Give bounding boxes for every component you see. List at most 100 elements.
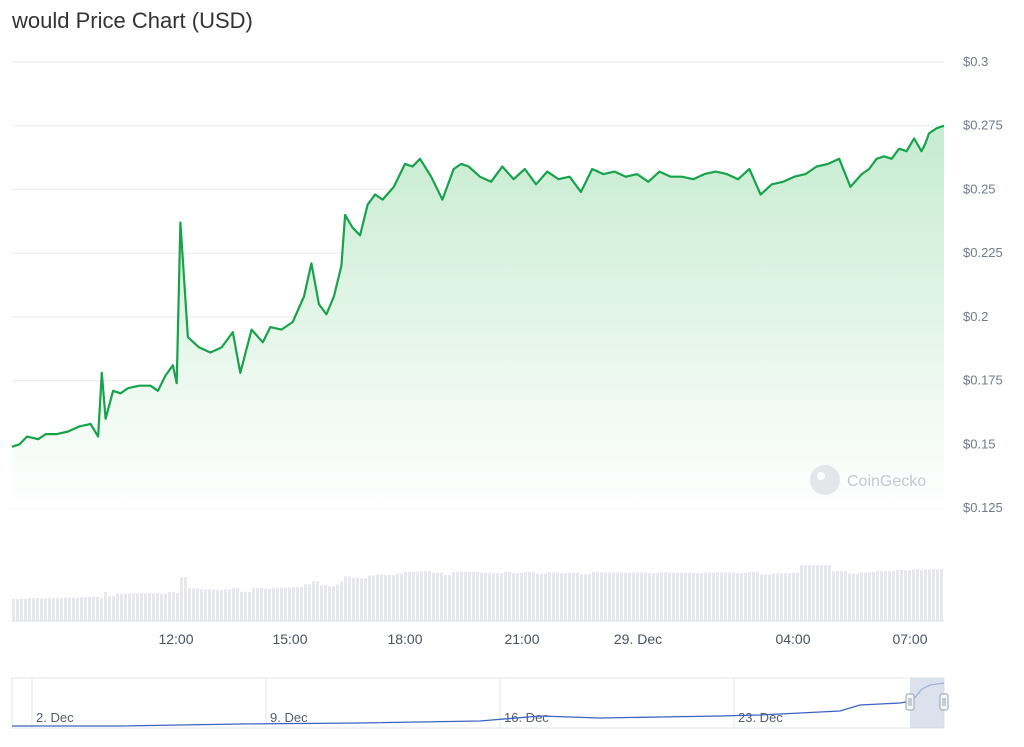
volume-bar [144, 593, 147, 621]
volume-bar [408, 571, 411, 621]
volume-bar [672, 572, 675, 621]
volume-bar [212, 589, 215, 621]
volume-bar [500, 573, 503, 621]
y-axis-labels: $0.3 $0.275 $0.25 $0.225 $0.2 $0.175 $0.15 $0.1… [963, 54, 1003, 515]
volume-bar [176, 592, 179, 621]
volume-bar [784, 573, 787, 621]
volume-bar [680, 572, 683, 621]
volume-bar [708, 572, 711, 621]
volume-bar [648, 573, 651, 621]
coingecko-watermark: CoinGecko [810, 465, 926, 495]
volume-bar [456, 572, 459, 621]
volume-bar [380, 574, 383, 621]
volume-bar [332, 586, 335, 621]
volume-bar [732, 572, 735, 621]
volume-bar [860, 572, 863, 621]
navigator-selection[interactable] [910, 678, 944, 728]
volume-bar [704, 572, 707, 621]
volume-bar [808, 565, 811, 621]
navigator-handle[interactable] [905, 693, 915, 711]
volume-bar [200, 589, 203, 621]
volume-bar [868, 572, 871, 621]
volume-bar [524, 572, 527, 621]
volume-bar [904, 570, 907, 621]
volume-bar [384, 575, 387, 621]
volume-bar [724, 572, 727, 621]
volume-bar [776, 573, 779, 621]
volume-bar [36, 598, 39, 621]
volume-bar [44, 598, 47, 621]
volume-bar [940, 569, 943, 621]
volume-bar [560, 573, 563, 621]
volume-bar [748, 572, 751, 621]
volume-bar [536, 573, 539, 621]
volume-bar [388, 575, 391, 621]
volume-bar [164, 593, 167, 621]
navigator-handle[interactable] [939, 693, 949, 711]
volume-bar [360, 578, 363, 621]
volume-bar [620, 572, 623, 621]
volume-bar [152, 593, 155, 621]
volume-bar [252, 587, 255, 621]
navigator[interactable]: 2. Dec 9. Dec 16. Dec 23. Dec [11, 677, 949, 729]
volume-bar [40, 598, 43, 621]
volume-bar [248, 591, 251, 621]
volume-bar [260, 587, 263, 621]
volume-bar [312, 581, 315, 621]
volume-bar [580, 574, 583, 621]
coingecko-eye-icon [817, 472, 825, 480]
volume-bar [64, 597, 67, 621]
volume-bar [636, 572, 639, 621]
volume-bar [720, 572, 723, 621]
volume-bar [916, 569, 919, 621]
volume-bar [572, 572, 575, 621]
volume-bar [16, 599, 19, 621]
volume-bar [668, 572, 671, 621]
x-tick-label: 21:00 [504, 631, 539, 647]
volume-bar [328, 586, 331, 621]
volume-bar [284, 587, 287, 621]
volume-bar [220, 589, 223, 621]
volume-bar [608, 572, 611, 621]
volume-bar [548, 572, 551, 621]
price-line[interactable] [11, 124, 945, 448]
volume-bar [80, 597, 83, 621]
volume-bar [116, 593, 119, 621]
volume-bar [372, 575, 375, 621]
volume-bar [772, 573, 775, 621]
x-tick-label: 29. Dec [614, 631, 662, 647]
volume-bar [740, 573, 743, 621]
volume-bar [416, 571, 419, 621]
volume-bar [896, 570, 899, 621]
volume-bar [508, 571, 511, 621]
volume-bar [480, 572, 483, 621]
volume-bar [72, 597, 75, 621]
volume-bar [876, 571, 879, 621]
volume-bar [828, 565, 831, 621]
volume-bar [856, 573, 859, 621]
volume-bar [516, 573, 519, 621]
volume-bar [600, 572, 603, 621]
watermark-text: CoinGecko [847, 473, 926, 490]
volume-bar [448, 575, 451, 621]
volume-bar [564, 573, 567, 621]
y-tick-label: $0.3 [963, 54, 988, 69]
y-tick-label: $0.225 [963, 245, 1003, 260]
volume-bar [652, 573, 655, 621]
y-tick-label: $0.275 [963, 118, 1003, 133]
volume-bar [24, 598, 27, 621]
x-tick-label: 04:00 [775, 631, 810, 647]
volume-bar [796, 572, 799, 621]
volume-bar [108, 596, 111, 621]
volume-bar [316, 581, 319, 621]
volume-bar [716, 572, 719, 621]
volume-bar [172, 592, 175, 621]
volume-bar [240, 591, 243, 621]
volume-bar [368, 575, 371, 621]
volume-bar [764, 574, 767, 621]
volume-bar [184, 577, 187, 621]
volume-bar [812, 565, 815, 621]
volume-bar [552, 572, 555, 621]
volume-bar [52, 597, 55, 621]
